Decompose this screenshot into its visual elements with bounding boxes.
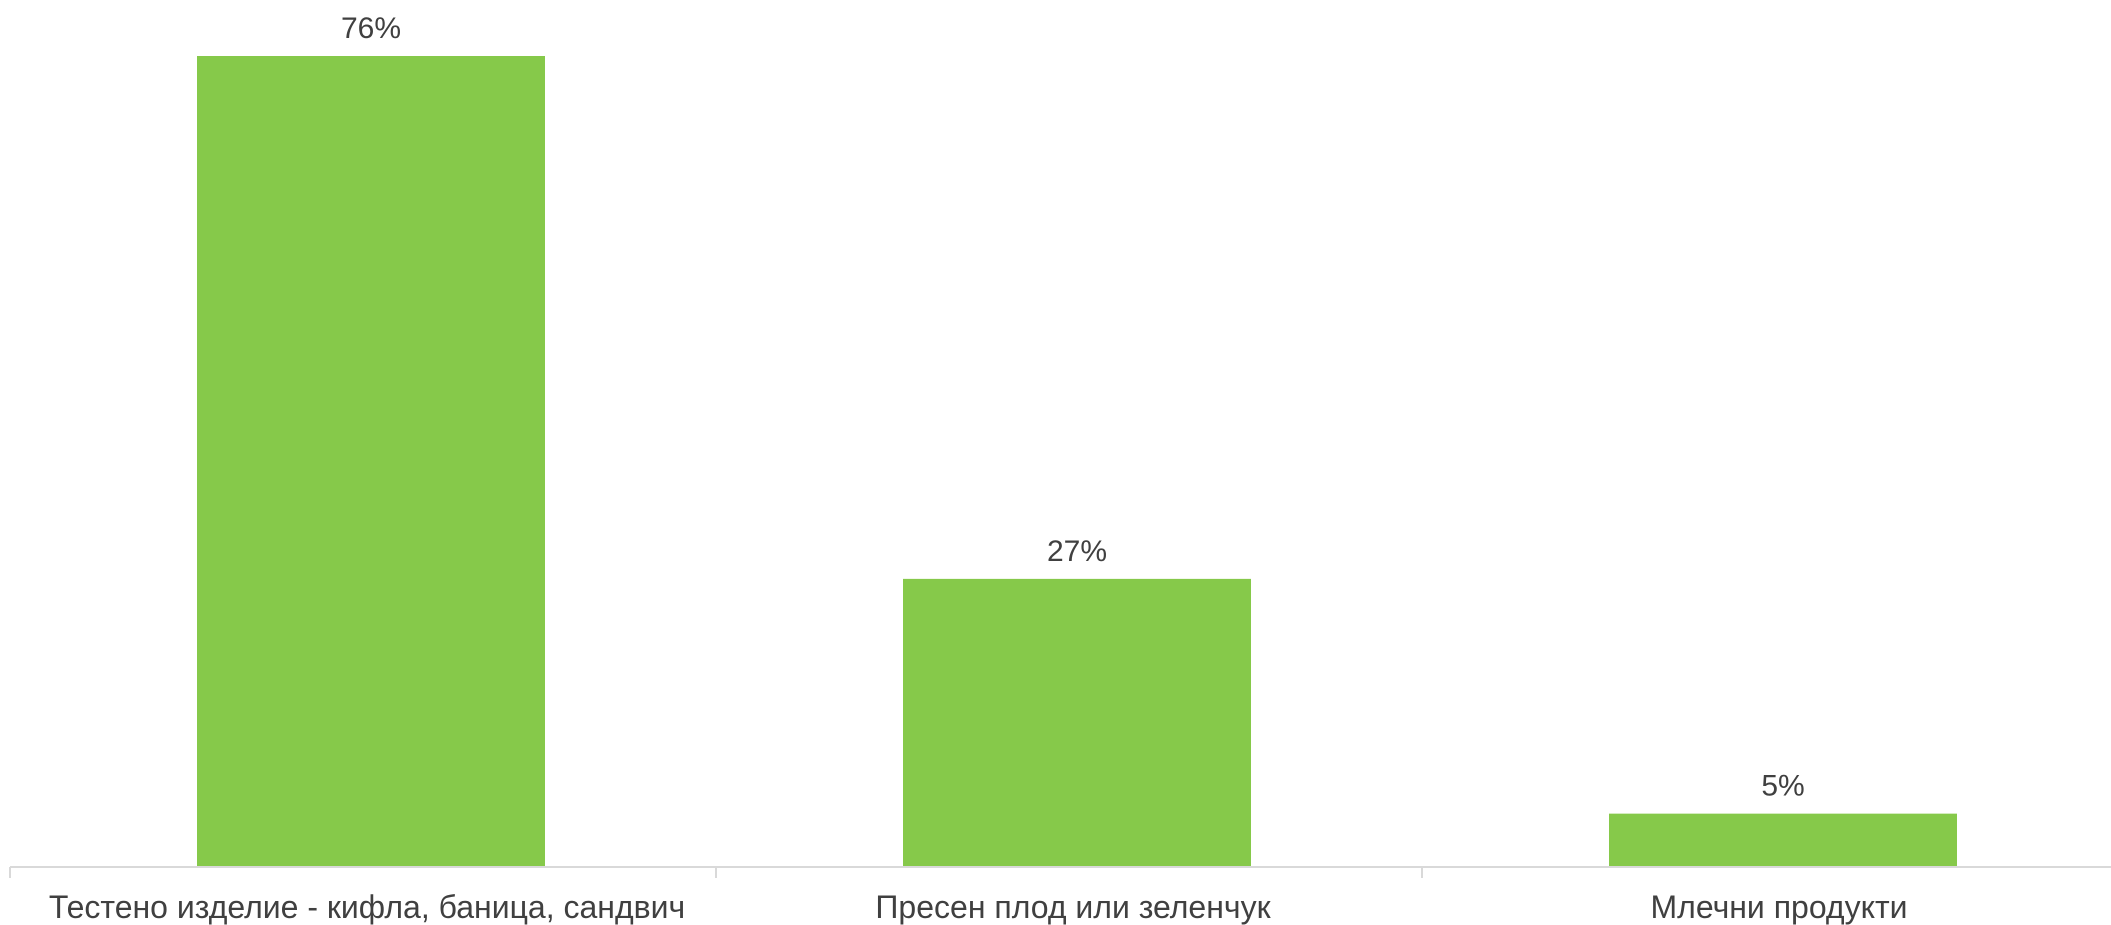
bars-group bbox=[197, 56, 1957, 867]
data-label-1: 76% bbox=[341, 12, 401, 45]
labels-group: 76% Тестено изделие - кифла, баница, санд… bbox=[49, 12, 1908, 925]
bar-1 bbox=[197, 56, 545, 867]
data-label-2: 27% bbox=[1047, 535, 1107, 568]
data-label-3: 5% bbox=[1761, 770, 1804, 803]
category-label-1: Тестено изделие - кифла, баница, сандвич bbox=[49, 889, 685, 925]
x-axis bbox=[9, 866, 2111, 878]
category-label-2: Пресен плод или зеленчук bbox=[875, 889, 1271, 925]
category-label-3: Млечни продукти bbox=[1651, 889, 1908, 925]
bar-3 bbox=[1609, 813, 1957, 867]
bar-2 bbox=[903, 578, 1251, 867]
